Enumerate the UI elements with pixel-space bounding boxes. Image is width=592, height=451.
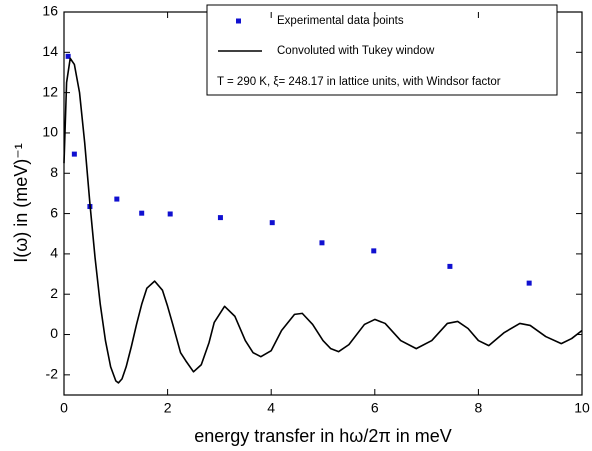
- legend-label: Convoluted with Tukey window: [277, 45, 435, 57]
- x-tick-label: 6: [371, 400, 379, 416]
- x-tick-label: 10: [574, 400, 590, 416]
- curve: [63, 57, 583, 384]
- y-tick-label: 4: [50, 245, 58, 261]
- data-point: [167, 211, 173, 217]
- y-tick-label: 0: [50, 325, 58, 341]
- data-point: [269, 220, 275, 226]
- x-tick-label: 2: [164, 400, 172, 416]
- legend-label: Experimental data points: [277, 15, 404, 27]
- y-tick-label: 8: [50, 164, 58, 180]
- y-tick-label: 12: [42, 83, 58, 99]
- y-tick-label: 2: [50, 285, 58, 301]
- x-axis-label: energy transfer in hω/2π in meV: [194, 426, 452, 446]
- data-point: [319, 240, 325, 246]
- annotation: T = 290 K, ξ= 248.17 in lattice units, w…: [217, 76, 501, 88]
- legend-marker: [236, 18, 241, 24]
- data-point: [526, 280, 532, 286]
- data-point: [139, 210, 145, 216]
- x-tick-label: 0: [60, 400, 68, 416]
- y-tick-label: 6: [50, 204, 58, 220]
- data-point: [217, 215, 223, 221]
- data-point: [65, 53, 71, 59]
- y-axis-label: I(ω) in (meV)⁻¹: [11, 143, 31, 263]
- y-tick-label: 16: [42, 3, 58, 19]
- data-point: [71, 151, 77, 157]
- data-point: [114, 196, 120, 202]
- data-point: [447, 263, 453, 269]
- y-tick-label: 10: [42, 124, 58, 140]
- y-tick-label: 14: [42, 43, 58, 59]
- legend-box: [206, 4, 558, 96]
- x-tick-label: 8: [475, 400, 483, 416]
- data-point: [371, 248, 377, 254]
- x-tick-label: 4: [267, 400, 275, 416]
- y-tick-label: -2: [46, 366, 59, 382]
